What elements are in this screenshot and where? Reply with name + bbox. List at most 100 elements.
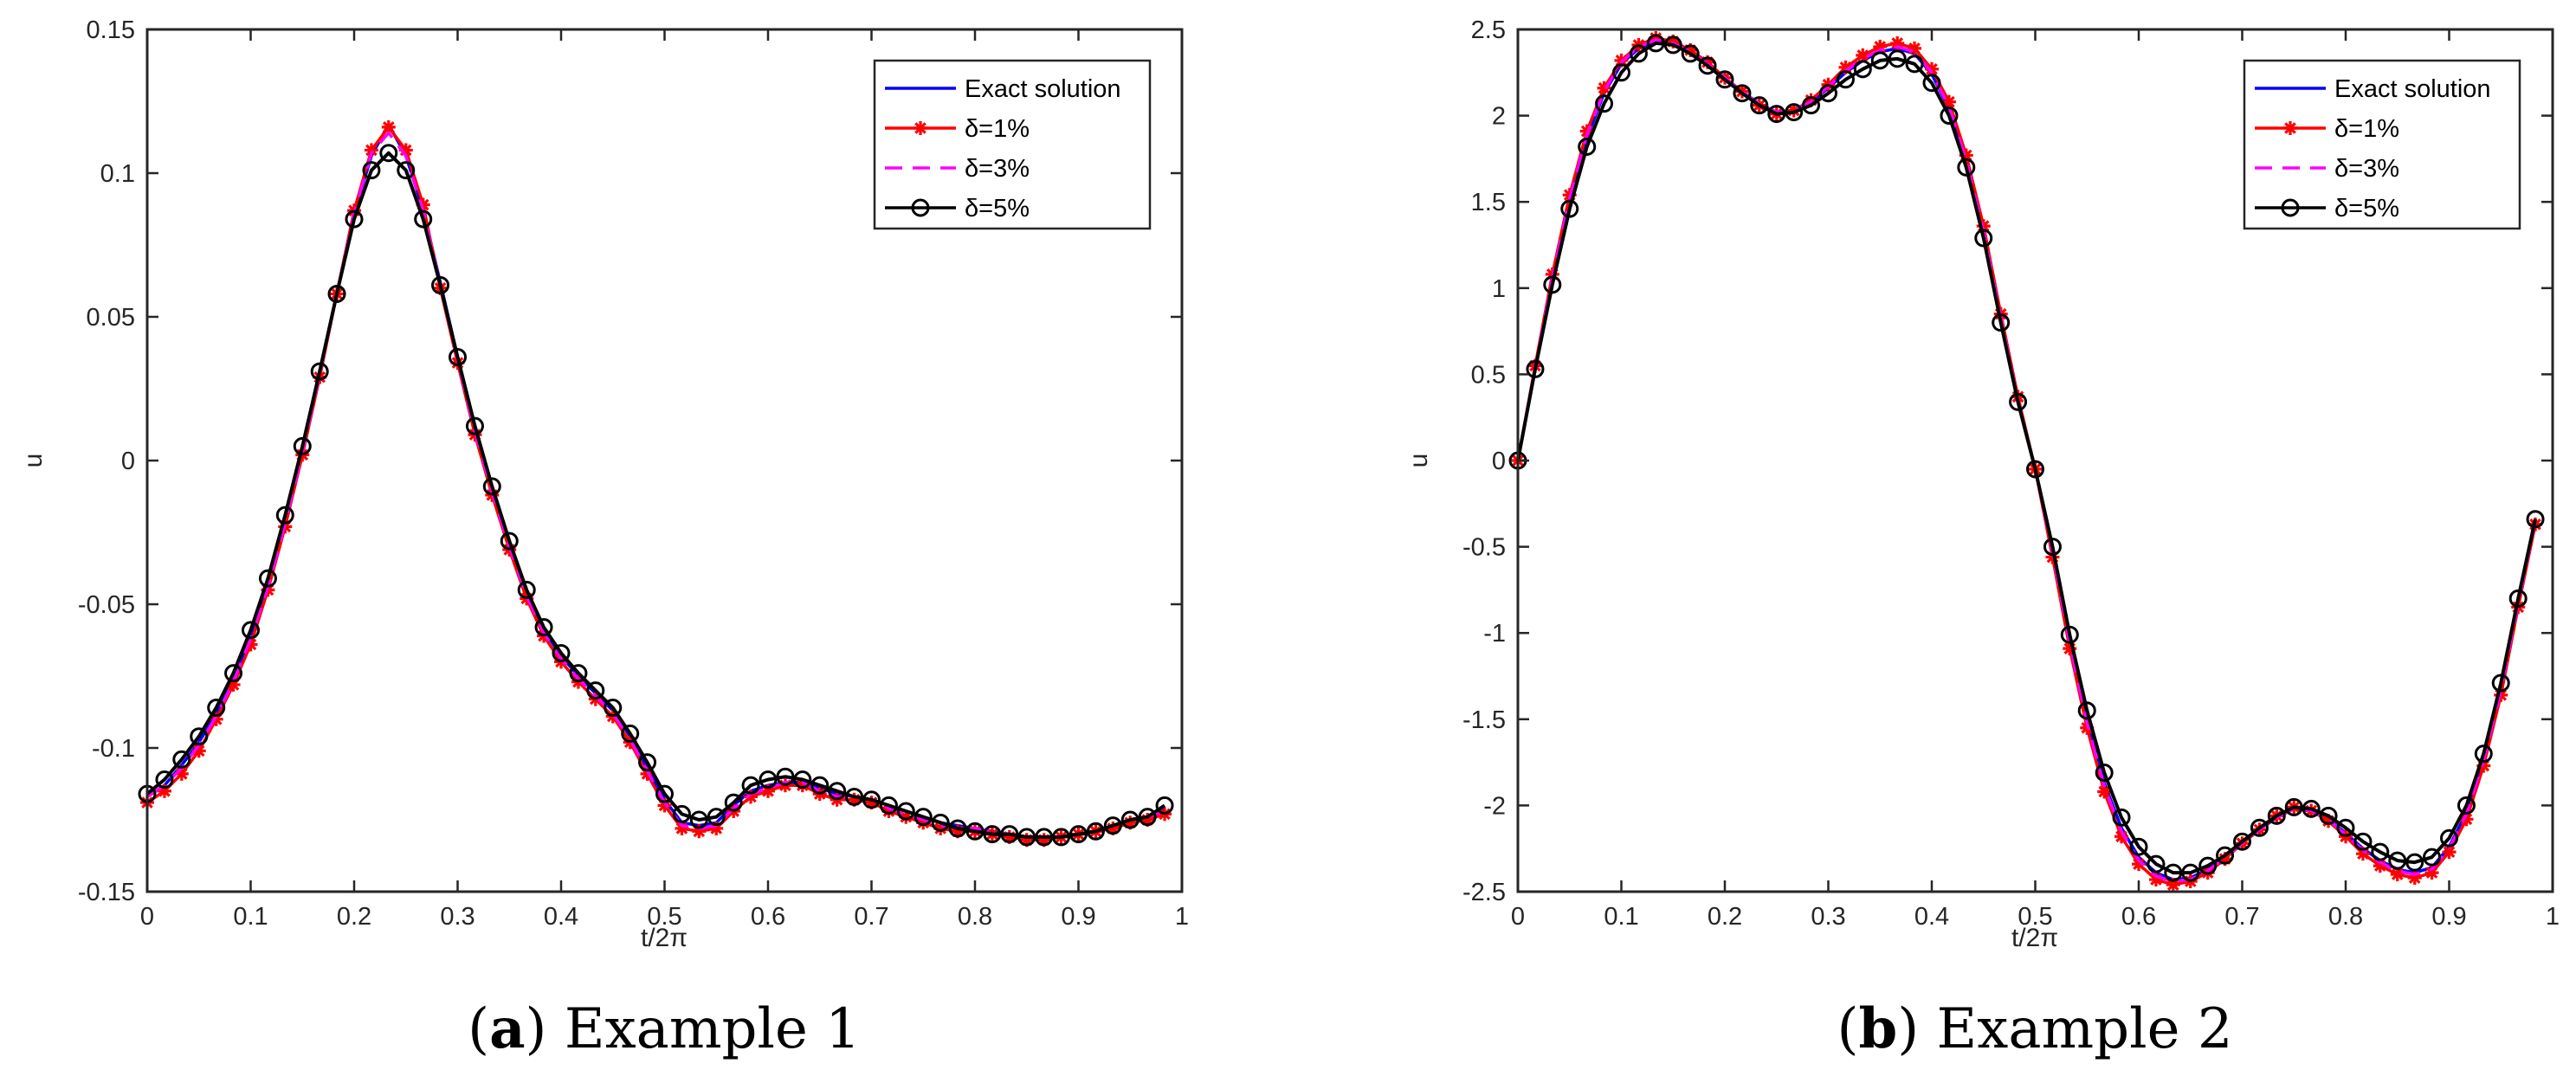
chart-a-ytick-label-6: 0.15 <box>87 16 135 44</box>
chart-b-series <box>1508 30 2545 893</box>
chart-b-series-3-point-45 <box>2284 797 2303 816</box>
chart-b-xtick-label-8: 0.8 <box>2328 903 2363 931</box>
chart-a-series-3-point-48 <box>965 822 985 841</box>
chart-a-series-3-point-16 <box>414 209 433 229</box>
chart-a-xtick-label-6: 0.6 <box>751 903 785 931</box>
chart-b-ytick-labels: -2.5 -2 -1.5 -1 -0.5 0 0.5 1 1.5 2 2.5 <box>1462 16 1506 906</box>
chart-a-series-3-point-11 <box>327 284 346 303</box>
chart-a-series-3-point-4 <box>207 699 226 718</box>
chart-a-series-3-point-24 <box>552 643 571 662</box>
chart-b-ytick-label-3: -1 <box>1483 620 1506 648</box>
chart-b-series-3-point-16 <box>1785 103 1804 122</box>
chart-b-legend-1-label: δ=1% <box>2334 115 2399 143</box>
chart-a-ytick-label-4: 0.05 <box>87 304 135 332</box>
chart-b-series-3-point-24 <box>1922 74 1941 93</box>
chart-b-series-3-point-37 <box>2147 854 2166 873</box>
chart-a-series-3-line <box>145 151 1166 839</box>
chart-a-legend-3-label: δ=5% <box>965 195 1030 222</box>
chart-a-ytick-label-5: 0.1 <box>100 160 135 188</box>
chart-a-series-3-point-31 <box>672 804 691 823</box>
chart-a-ytick-label-3: 0 <box>121 448 135 475</box>
chart-b-xtick-label-9: 0.9 <box>2431 903 2466 931</box>
chart-a-series-3-markers <box>138 144 1174 847</box>
chart-a-xtick-label-8: 0.8 <box>958 903 992 931</box>
chart-b-ytick-label-0: -2.5 <box>1462 879 1506 906</box>
chart-b-series-3-point-8 <box>1646 34 1665 53</box>
chart-a-series-3-point-37 <box>776 767 795 786</box>
chart-b-series-3-point-39 <box>2181 863 2200 882</box>
chart-a-series-3-point-26 <box>586 681 605 700</box>
chart-a-series-3-point-40 <box>828 782 847 801</box>
chart-b-ytick-label-5: 0 <box>1492 448 1506 475</box>
chart-b-series-3-point-6 <box>1612 63 1630 82</box>
chart-b-legend: Exact solution δ=1% δ=3% δ=5% <box>2243 59 2521 230</box>
chart-a-series-3-point-14 <box>379 144 398 163</box>
chart-a-series-3-point-53 <box>1052 828 1071 847</box>
chart-b-xtick-label-10: 1 <box>2546 903 2560 931</box>
chart-b-series-3-point-51 <box>2388 851 2407 870</box>
chart-b-series-3-point-48 <box>2336 818 2355 837</box>
chart-b-series-3-point-12 <box>1715 70 1734 89</box>
chart-b-series-3-point-28 <box>1992 313 2011 332</box>
chart-b-legend-entries: Exact solution δ=1% δ=3% δ=5% <box>2255 75 2491 222</box>
chart-a-xtick-label-2: 0.2 <box>337 903 371 931</box>
chart-a-xlabel: t/2π <box>641 924 688 952</box>
chart-a-series-3-point-17 <box>431 275 450 294</box>
chart-b-series-3-point-18 <box>1819 84 1837 103</box>
chart-b-series-1-point-23 <box>1908 41 1922 55</box>
chart-a-series-3-point-12 <box>345 209 364 229</box>
chart-b-series-3-point-15 <box>1767 105 1786 124</box>
chart-a-ytick-label-2: -0.05 <box>78 591 135 619</box>
chart-a-ytick-labels: -0.15 -0.1 -0.05 0 0.05 0.1 0.15 <box>78 16 135 906</box>
chart-a-series-3-point-46 <box>931 813 950 832</box>
chart-a-xtick-label-1: 0.1 <box>233 903 268 931</box>
chart-b-series-3-point-57 <box>2491 674 2510 693</box>
chart-b-series-3-point-43 <box>2250 818 2269 837</box>
caption-a-letter: a <box>489 996 525 1061</box>
chart-b-series-3-point-17 <box>1802 96 1821 115</box>
chart-b-ytick-label-1: -2 <box>1483 792 1506 820</box>
chart-a-series <box>138 119 1174 848</box>
caption-b: (b) Example 2 <box>1837 996 2232 1061</box>
chart-b-series-3-point-25 <box>1940 106 1959 126</box>
chart-b-ytick-label-6: 0.5 <box>1471 361 1506 389</box>
chart-a-series-3-point-51 <box>1017 828 1036 847</box>
chart-a-series-3-point-27 <box>604 699 623 718</box>
chart-b-series-3-point-53 <box>2423 848 2442 867</box>
chart-a-series-3-point-28 <box>621 724 640 743</box>
chart-a-series-3-point-30 <box>655 784 674 803</box>
chart-b-series-3-point-59 <box>2526 510 2545 529</box>
chart-a-series-3-point-20 <box>482 477 501 496</box>
chart-a-series-3-point-43 <box>879 796 898 815</box>
chart-a-series-3-point-41 <box>845 787 864 806</box>
chart-a-series-3-point-32 <box>689 810 708 829</box>
chart-b-ytick-label-8: 1.5 <box>1471 189 1506 216</box>
chart-a-series-3-point-52 <box>1035 828 1054 847</box>
chart-b-series-1-point-20 <box>1856 48 1870 62</box>
chart-a-xtick-label-5: 0.5 <box>647 903 681 931</box>
chart-a-series-3-point-58 <box>1138 808 1157 827</box>
chart-a-legend-entries: Exact solution δ=1% δ=3% δ=5% <box>885 75 1121 222</box>
chart-a-series-3-point-57 <box>1120 810 1140 829</box>
chart-a-legend-1-marker <box>914 121 927 135</box>
chart-a-series-3-point-25 <box>569 664 588 683</box>
chart-b: 0 0.1 0.2 0.3 0.4 0.5 0.6 0.7 0.8 0.9 1 -2.5 -2 -1.5… <box>1404 16 2560 952</box>
chart-a-legend-0-label: Exact solution <box>965 75 1121 103</box>
chart-b-xtick-labels: 0 0.1 0.2 0.3 0.4 0.5 0.6 0.7 0.8 0.9 1 <box>1511 903 2560 931</box>
chart-a-series-3-point-47 <box>948 819 967 838</box>
chart-a-series-3-point-23 <box>534 618 553 637</box>
chart-a-xtick-label-9: 0.9 <box>1061 903 1095 931</box>
chart-b-ytick-label-4: -0.5 <box>1462 534 1506 562</box>
chart-b-ticks <box>1516 28 2554 893</box>
chart-b-series-3-point-50 <box>2371 842 2390 861</box>
chart-a-xtick-labels: 0 0.1 0.2 0.3 0.4 0.5 0.6 0.7 0.8 0.9 1 <box>140 903 1189 931</box>
chart-b-series-3-point-30 <box>2026 460 2044 479</box>
chart-b-series-3-point-26 <box>1957 158 1976 177</box>
chart-a-series-3-point-9 <box>293 436 312 455</box>
chart-b-series-3-point-14 <box>1750 96 1769 115</box>
chart-a-series-3-point-35 <box>741 776 760 795</box>
svg-text:(a) Example 1: (a) Example 1 <box>468 996 861 1061</box>
chart-b-series-3-point-56 <box>2474 744 2493 764</box>
chart-b-series-1-point-54 <box>2442 845 2457 860</box>
